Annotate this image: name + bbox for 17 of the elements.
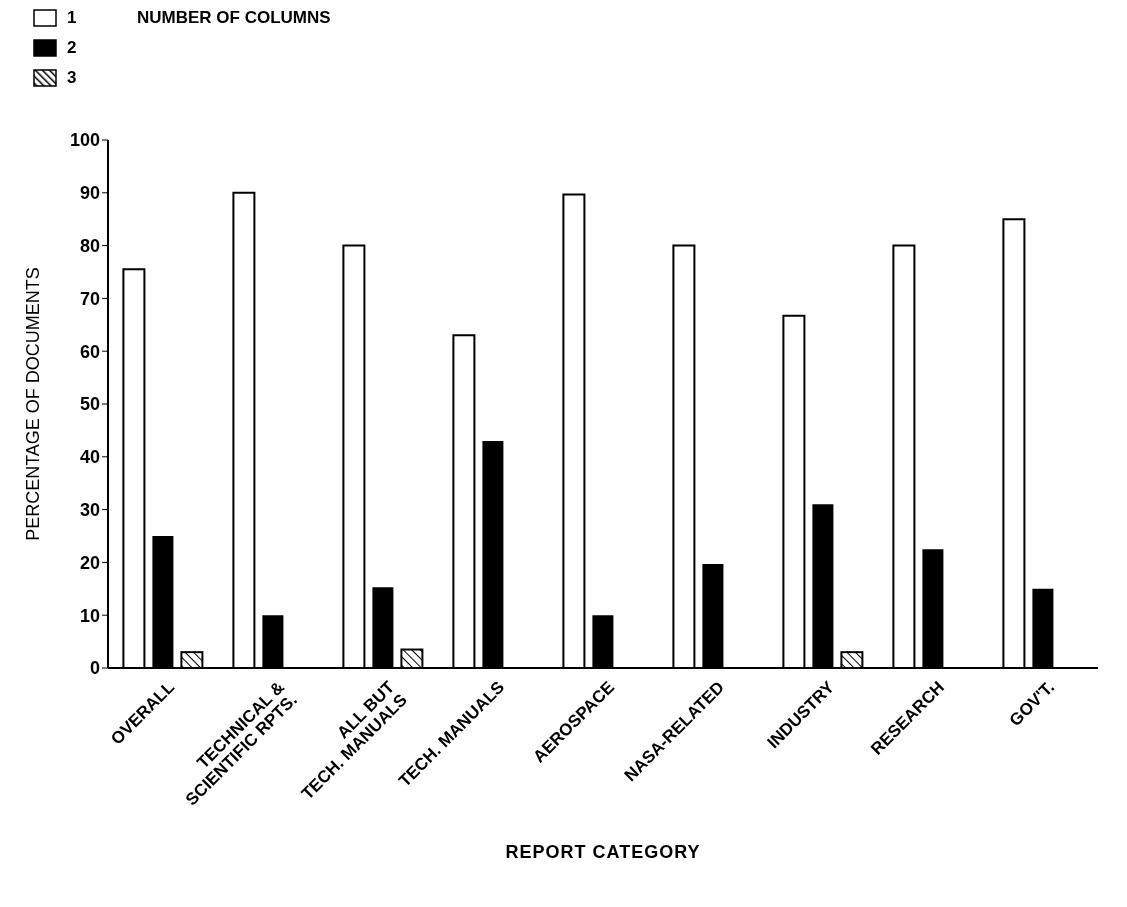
y-axis-title: PERCENTAGE OF DOCUMENTS bbox=[23, 267, 44, 541]
y-tick-label: 20 bbox=[79, 552, 100, 573]
legend-label: 2 bbox=[67, 38, 78, 58]
legend-title: NUMBER OF COLUMNS bbox=[137, 8, 331, 28]
y-tick-label: 80 bbox=[79, 235, 100, 256]
y-tick-label: 40 bbox=[79, 447, 100, 468]
y-tick-label: 90 bbox=[79, 183, 100, 204]
y-tick-label: 10 bbox=[79, 605, 100, 626]
y-tick-label: 100 bbox=[69, 130, 100, 151]
legend-label: 3 bbox=[67, 68, 78, 88]
y-tick-label: 70 bbox=[79, 288, 100, 309]
y-tick-label: 50 bbox=[79, 394, 100, 415]
y-tick-label: 30 bbox=[79, 499, 100, 520]
x-axis-title: REPORT CATEGORY bbox=[505, 842, 701, 862]
legend-label: 1 bbox=[67, 8, 78, 28]
y-tick-label: 60 bbox=[79, 341, 100, 362]
y-tick-label: 0 bbox=[89, 658, 100, 679]
